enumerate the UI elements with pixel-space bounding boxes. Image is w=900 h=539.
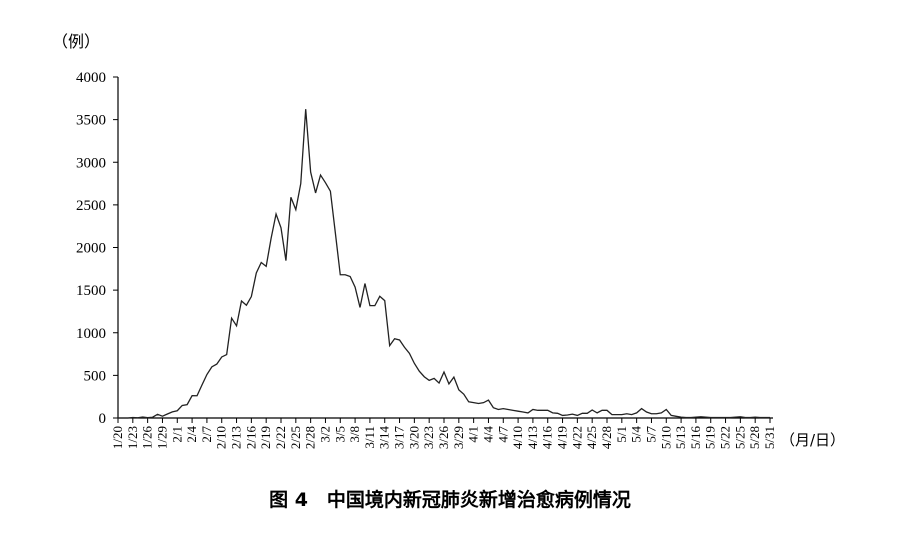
x-tick-label: 5/22 (718, 426, 733, 449)
x-tick-label: 5/16 (688, 426, 703, 450)
x-tick-label: 4/19 (555, 426, 570, 449)
x-tick-label: 5/25 (732, 426, 747, 449)
x-tick-label: 4/10 (510, 426, 525, 449)
x-tick-label: 5/19 (703, 426, 718, 449)
x-tick-label: 2/25 (288, 426, 303, 449)
series-line (118, 109, 770, 419)
x-tick-label: 5/7 (643, 426, 658, 443)
x-tick-label: 3/17 (392, 426, 407, 450)
y-tick-label: 1000 (76, 326, 106, 342)
x-tick-label: 4/25 (584, 426, 599, 449)
x-tick-label: 1/29 (154, 426, 169, 449)
y-tick-label: 3000 (76, 155, 106, 171)
x-tick-label: 4/4 (480, 426, 495, 443)
x-tick-label: 2/10 (214, 426, 229, 449)
y-tick-label: 500 (84, 368, 107, 384)
x-tick-label: 3/11 (362, 426, 377, 449)
x-tick-label: 4/13 (525, 426, 540, 449)
x-tick-label: 3/14 (377, 426, 392, 450)
x-tick-label: 3/2 (317, 426, 332, 443)
x-tick-label: 2/13 (229, 426, 244, 449)
x-tick-label: 2/1 (169, 426, 184, 443)
y-tick-label: 3500 (76, 113, 106, 129)
x-tick-label: 2/22 (273, 426, 288, 449)
y-tick-label: 2000 (76, 241, 106, 257)
x-tick-label: 4/28 (599, 426, 614, 449)
x-axis-unit-label: （月/日） (780, 431, 845, 449)
y-tick-label: 4000 (76, 70, 106, 86)
x-tick-label: 1/23 (125, 426, 140, 449)
x-tick-label: 3/8 (347, 426, 362, 443)
x-tick-label: 2/28 (303, 426, 318, 449)
y-axis-unit-label: （例） (52, 32, 100, 51)
chart-title: 图 4 中国境内新冠肺炎新增治愈病例情况 (269, 489, 631, 511)
x-tick-label: 5/1 (614, 426, 629, 443)
x-tick-label: 5/4 (629, 426, 644, 443)
y-tick-label: 0 (99, 411, 107, 427)
x-tick-label: 2/7 (199, 426, 214, 443)
x-tick-label: 3/26 (436, 426, 451, 450)
x-tick-label: 4/1 (466, 426, 481, 443)
x-tick-label: 2/16 (243, 426, 258, 450)
x-tick-label: 5/13 (673, 426, 688, 449)
x-tick-label: 5/28 (747, 426, 762, 449)
y-tick-label: 2500 (76, 198, 106, 214)
x-tick-label: 3/29 (451, 426, 466, 449)
y-tick-label: 1500 (76, 283, 106, 299)
x-tick-label: 4/22 (569, 426, 584, 449)
x-tick-label: 3/20 (406, 426, 421, 449)
x-tick-label: 5/31 (762, 426, 777, 449)
x-tick-label: 2/19 (258, 426, 273, 449)
x-tick-label: 3/5 (332, 426, 347, 443)
x-tick-label: 2/4 (184, 426, 199, 443)
x-tick-label: 4/16 (540, 426, 555, 450)
x-tick-label: 5/10 (658, 426, 673, 449)
x-tick-label: 1/26 (140, 426, 155, 450)
x-tick-label: 4/7 (495, 426, 510, 443)
x-tick-label: 3/23 (421, 426, 436, 449)
x-tick-label: 1/20 (110, 426, 125, 449)
